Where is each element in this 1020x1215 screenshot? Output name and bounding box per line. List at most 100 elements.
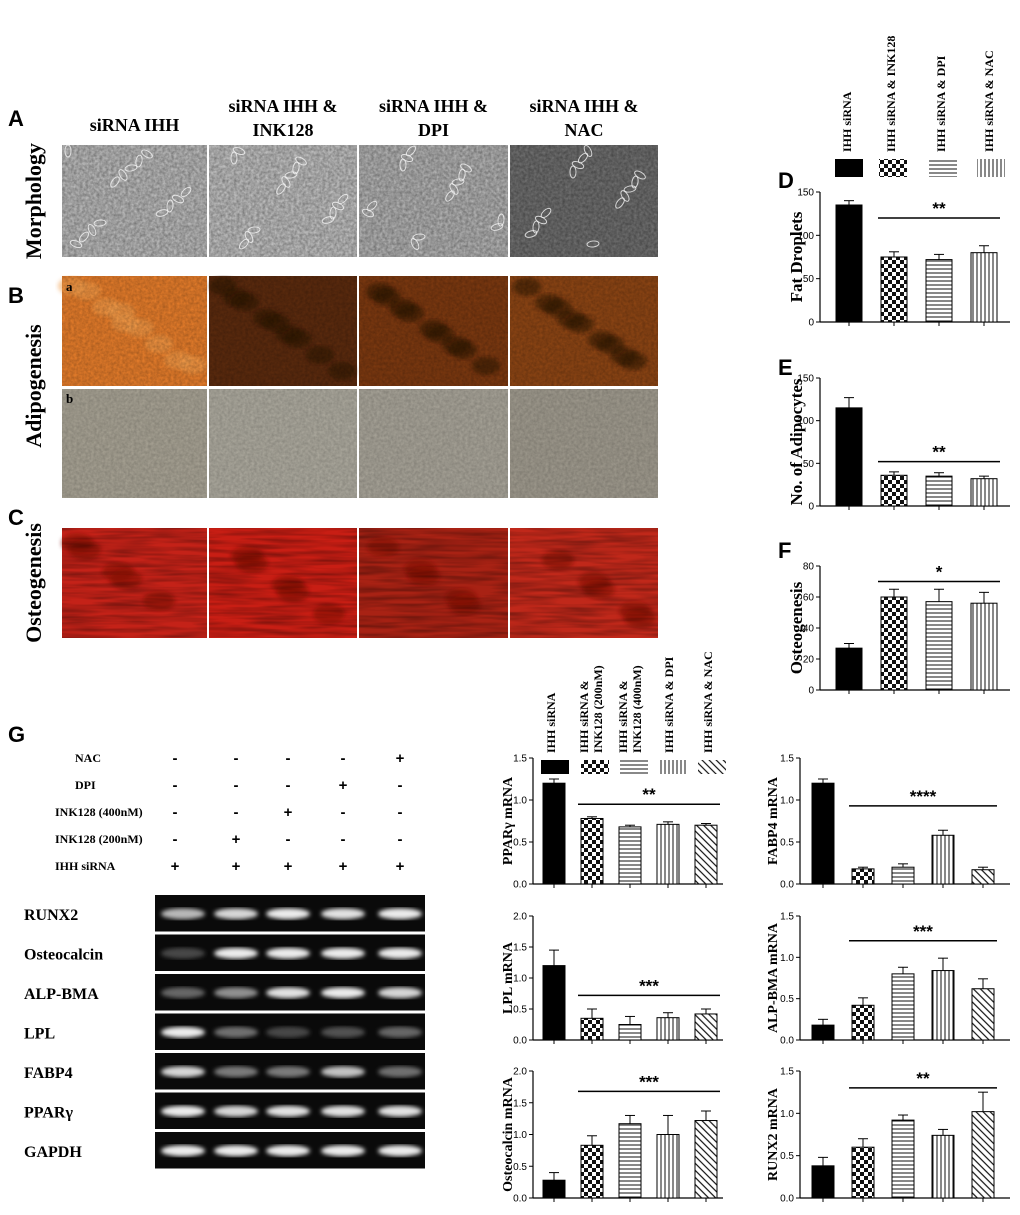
legend-label: IHH siRNA &: [616, 680, 630, 753]
y-tick-label: 50: [803, 274, 815, 285]
legend-swatch: [659, 760, 687, 774]
treatment-sign: -: [341, 831, 346, 848]
y-tick-label: 20: [803, 655, 815, 666]
legend-g: IHH siRNA IHH siRNA & INK128 (200nM) IHH si…: [541, 651, 726, 774]
bar: [931, 970, 955, 1041]
cell-outline: [412, 233, 426, 241]
gel-band: [321, 1066, 365, 1078]
y-tick-label: 2.0: [513, 912, 527, 923]
significance-label: ***: [913, 922, 933, 941]
gel-band: [266, 1145, 310, 1157]
y-tick-label: 1.5: [780, 912, 794, 923]
gel-band: [266, 1066, 310, 1078]
texture-overlay: [359, 389, 508, 498]
legend-swatch: [581, 760, 609, 774]
texture-overlay: [359, 145, 508, 257]
cell-outline: [490, 223, 504, 231]
bar: [618, 826, 642, 885]
cell-outline: [281, 176, 291, 188]
cell-outline: [238, 238, 250, 250]
gel-band: [321, 1105, 365, 1117]
gel-lane-row: [155, 1053, 425, 1090]
row-label: Adipogenesis: [21, 324, 46, 448]
significance-label: **: [916, 1069, 930, 1088]
bar: [880, 256, 908, 323]
bar: [542, 965, 566, 1041]
treatment-sign: -: [286, 831, 291, 848]
cell-outline: [366, 200, 378, 212]
cell-outline: [460, 163, 472, 173]
y-tick-label: 1.5: [780, 754, 794, 765]
row-label: Osteogenesis: [21, 523, 46, 643]
gene-label: LPL: [24, 1026, 55, 1043]
gel-band: [214, 1105, 258, 1117]
chart-D: 0 50 100 150 ** Fat Droplets: [787, 188, 1010, 329]
legend-label: INK128 (200nM): [591, 665, 605, 753]
micrograph-osteo: [61, 528, 207, 638]
micrograph-adipo_b: [209, 389, 357, 498]
y-tick-label: 0.5: [513, 1162, 527, 1173]
y-axis-label: Fat Droplets: [787, 211, 806, 302]
bar: [851, 1146, 875, 1199]
y-tick-label: 150: [797, 188, 814, 199]
bar: [835, 647, 863, 691]
y-axis-label: Osteocalcin mRNA: [501, 1076, 516, 1192]
micrograph-osteo: [209, 528, 357, 638]
sub-letter-b: b: [66, 391, 73, 406]
micrograph-adipo_b: [62, 389, 207, 498]
y-tick-label: 1.5: [513, 754, 527, 765]
micrograph-adipo_a: [359, 276, 508, 386]
bar: [971, 1111, 995, 1199]
gel-band: [321, 1026, 365, 1038]
cell-outline: [586, 240, 600, 248]
gel-lane-row: [155, 1132, 425, 1169]
cell-outline: [93, 219, 107, 227]
cell-outline: [135, 154, 143, 168]
gel-band: [214, 908, 258, 920]
treatment-sign: +: [396, 858, 405, 875]
row-label: Morphology: [21, 143, 46, 259]
legend-swatch: [929, 159, 957, 177]
cell-outline: [141, 149, 153, 159]
bar: [891, 866, 915, 885]
y-tick-label: 0.0: [780, 1194, 794, 1205]
texture-overlay: [62, 145, 207, 257]
micrograph-panels: siRNA IHH siRNA IHH & INK128 siRNA IHH & DPI…: [21, 96, 658, 643]
cell-outline: [410, 237, 420, 251]
texture-overlay: [510, 276, 658, 386]
chart-FABP4: 0.0 0.5 1.0 1.5 **** FABP4 mRNA: [766, 754, 1010, 891]
legend-swatch: [541, 760, 569, 774]
texture-overlay: [359, 528, 508, 638]
significance-label: ***: [639, 976, 659, 995]
bar: [891, 973, 915, 1041]
bar: [542, 782, 566, 885]
treatment-sign: -: [173, 777, 178, 794]
cell-outline: [166, 199, 174, 213]
y-tick-label: 1.0: [513, 1130, 527, 1141]
bar: [694, 1120, 718, 1199]
legend-label: IHH siRNA & NAC: [701, 651, 715, 753]
treatment-sign: -: [398, 804, 403, 821]
treatment-sign: +: [232, 831, 241, 848]
y-tick-label: 0.0: [513, 880, 527, 891]
significance-label: **: [932, 199, 946, 218]
y-tick-label: 1.5: [513, 943, 527, 954]
cell-outline: [451, 178, 465, 186]
treatment-sign: +: [339, 777, 348, 794]
bar: [656, 823, 680, 885]
gene-label: Osteocalcin: [24, 947, 103, 964]
gel-band: [266, 1105, 310, 1117]
cell-outline: [623, 185, 637, 193]
y-axis-label: No. of Adipocytes: [787, 378, 806, 505]
gel-lane-row: [155, 1092, 425, 1129]
y-tick-label: 0.0: [780, 880, 794, 891]
y-tick-label: 60: [803, 593, 815, 604]
cell-outline: [247, 226, 261, 234]
legend-top: IHH siRNA IHH siRNA & INK128 IHH siRNA & D…: [835, 36, 1005, 177]
y-tick-label: 0.5: [780, 838, 794, 849]
gene-label: PPARγ: [24, 1105, 73, 1122]
panel-letter-D: D: [778, 168, 794, 193]
texture-overlay: [209, 276, 357, 386]
cell-outline: [497, 213, 505, 227]
